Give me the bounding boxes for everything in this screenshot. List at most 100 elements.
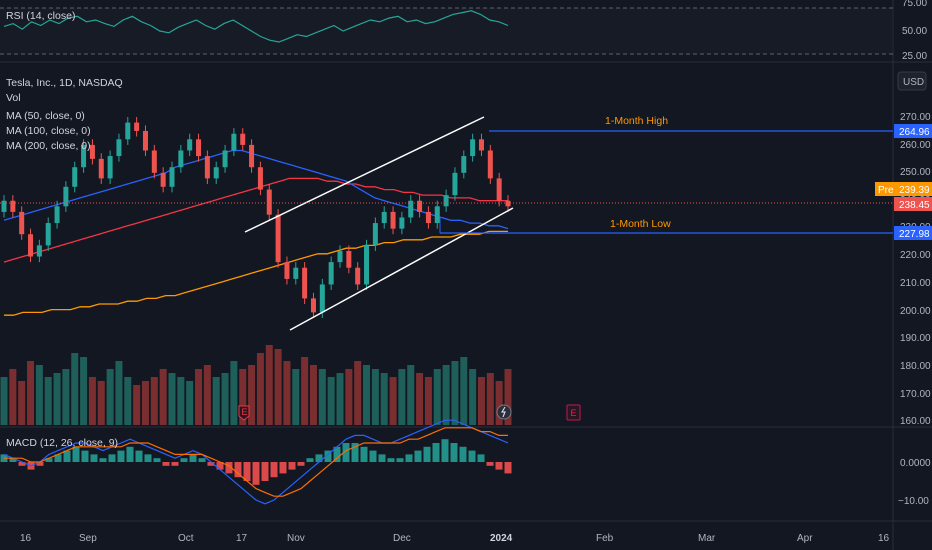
earnings-marker-oct[interactable]: E [238,405,250,421]
volume-bar [133,385,141,425]
macd-hist-bar [423,446,431,462]
volume-bar [354,361,362,425]
time-label: 2024 [490,533,513,544]
macd-hist-bar [243,462,251,481]
macd-line [3,419,509,505]
month-high-label: 1-Month High [605,115,668,127]
volume-bar [115,361,123,425]
time-label: Dec [393,533,411,544]
candle-body [346,250,352,268]
candle-body [72,167,78,187]
candle-body [63,186,69,207]
macd-panel[interactable]: MACD (12, 26, close, 9) 0.0000 −10.00 [0,419,932,507]
volume-bar [283,361,291,425]
volume-bar [239,369,247,425]
candle-body [284,262,290,279]
macd-hist-bar [306,458,314,462]
candle-body [266,189,272,215]
candle-body [443,195,449,207]
time-axis[interactable]: 16 Sep Oct 17 Nov Dec 2024 Feb Mar Apr 1… [20,533,890,544]
candle-body [36,245,42,257]
price-tick: 180.00 [900,361,931,372]
volume-bar [62,369,70,425]
macd-hist-bar [54,454,62,462]
macd-hist-bar [333,446,341,462]
price-tick: 170.00 [900,389,931,400]
macd-hist-bar [459,446,467,462]
macd-hist-bar [270,462,278,478]
volume-bar [53,373,61,425]
ma100-line [3,177,508,263]
volume-bar [248,365,256,425]
dividend-marker[interactable] [496,404,512,420]
price-tick: 250.00 [900,167,931,178]
volume-bar [168,373,176,425]
macd-hist-bar [108,454,116,462]
pre-tag-text: Pre [878,185,894,196]
macd-hist-bar [486,462,494,466]
candle-body [1,200,7,212]
volume-bar [27,361,35,425]
macd-hist-bar [378,454,386,462]
month-low-label: 1-Month Low [610,218,671,230]
time-label: 16 [20,533,32,544]
macd-hist-bar [198,458,206,462]
volume-bar [336,373,344,425]
macd-hist-bar [207,462,215,466]
volume-bar [504,369,512,425]
channel-lower-trendline[interactable] [289,207,514,331]
volume-bar [416,373,424,425]
channel-upper-trendline[interactable] [244,116,485,233]
time-label: Oct [178,533,194,544]
candle-body [54,206,60,224]
volume-bar [44,377,52,425]
candle-body [204,156,210,179]
symbol-legend: Tesla, Inc., 1D, NASDAQ [6,77,123,89]
macd-hist-bar [135,450,143,462]
candle-body [425,211,431,224]
earnings-letter: E [571,408,577,418]
candle-body [310,298,316,313]
candle-body [178,150,184,168]
volume-bar [97,381,105,425]
currency-button[interactable] [897,71,927,91]
candle-body [98,158,104,179]
rsi-panel[interactable]: RSI (14, close) 75.00 50.00 25.00 [0,0,927,62]
low-badge [894,226,932,240]
candle-body [505,200,511,207]
candle-body [372,223,378,246]
macd-hist-bar [315,454,323,462]
volume-bar [389,377,397,425]
price-tick: 220.00 [900,250,931,261]
candle-body [89,144,95,159]
candle-body [364,245,370,285]
price-tick: 200.00 [900,306,931,317]
macd-hist-bar [468,450,476,462]
volume-bar [106,369,114,425]
macd-hist-bar [117,450,125,462]
macd-hist-bar [63,450,71,462]
volume-bar [230,361,238,425]
rsi-tick-50: 50.00 [902,26,927,37]
macd-hist-bar [18,462,26,466]
volume-bar [0,377,8,425]
volume-bar [318,369,326,425]
candle-body [213,167,219,179]
candle-body [381,211,387,224]
price-panel[interactable]: 1-Month High 1-Month Low E E Tesla, Inc.… [0,77,893,425]
macd-hist-bar [153,458,161,462]
macd-hist-bar [387,458,395,462]
volume-bar [18,381,26,425]
macd-hist-bar [495,462,503,470]
price-axis[interactable]: USD 270.00 260.00 250.00 240.00 230.00 2… [875,71,932,427]
time-label: Apr [797,533,813,544]
earnings-marker-jan[interactable]: E [566,404,581,421]
candle-body [478,139,484,151]
price-tick: 190.00 [900,333,931,344]
macd-hist-bar [9,458,17,462]
time-label: Mar [698,533,716,544]
rsi-tick-25: 25.00 [902,51,927,62]
volume-bar [195,369,203,425]
